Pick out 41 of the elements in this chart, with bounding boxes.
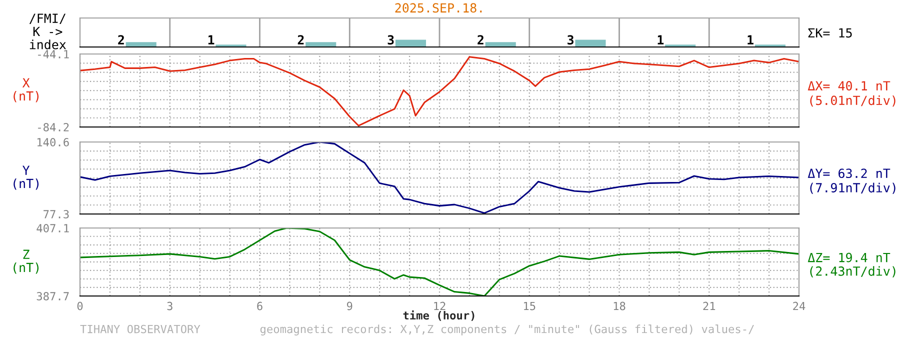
text: (7.91nT/div) xyxy=(810,182,896,194)
x-tick-label: 0 xyxy=(77,302,83,310)
y-axis-title: Z (nT) xyxy=(14,250,39,274)
x-tick-label: 15 xyxy=(524,302,536,310)
line-series xyxy=(80,56,799,126)
x-axis-title: time (hour) xyxy=(403,310,474,321)
line-series xyxy=(80,142,799,214)
text: ΣK= 15 xyxy=(808,28,852,38)
x-tick-label: 3 xyxy=(167,302,172,310)
data-label: 3 xyxy=(388,35,394,45)
y-tick-label: 77.3 xyxy=(44,210,69,218)
x-tick-label: 21 xyxy=(703,302,716,310)
text: (5.01nT/div) xyxy=(810,95,896,107)
x-tick-label: 9 xyxy=(346,302,352,310)
text: ΔX= 40.1 nT xyxy=(808,81,890,91)
chart-title: 2025.SEP.18. xyxy=(395,3,482,13)
y-tick-label: 387.7 xyxy=(36,292,69,300)
line-series xyxy=(80,228,799,296)
y-axis-title: Y (nT) xyxy=(14,166,39,190)
y-axis-title: /FMI/ K -> index xyxy=(29,14,66,50)
y-axis-title: X (nT) xyxy=(14,78,39,102)
data-label: 1 xyxy=(658,35,664,44)
text: ΔZ= 19.4 nT xyxy=(808,252,890,262)
y-tick-label: -44.1 xyxy=(38,50,69,58)
text: TIHANY OBSERVATORY xyxy=(80,324,200,334)
text: ΔY= 63.2 nT xyxy=(808,168,890,178)
data-label: 2 xyxy=(478,35,484,44)
text: (2.43nT/div) xyxy=(810,266,896,278)
x-tick-label: 12 xyxy=(434,302,446,310)
y-tick-label: 407.1 xyxy=(36,224,69,232)
y-tick-label: 140.6 xyxy=(37,138,69,146)
x-tick-label: 6 xyxy=(257,302,262,310)
data-label: 2 xyxy=(298,35,304,44)
text: geomagnetic records: X,Y,Z components / "minute" (Gauss filtered) values-/ xyxy=(260,324,754,336)
data-label: 1 xyxy=(208,35,214,44)
y-tick-label: -84.2 xyxy=(38,123,69,132)
x-tick-label: 18 xyxy=(614,302,626,310)
x-tick-label: 24 xyxy=(793,302,806,310)
data-label: 2 xyxy=(118,35,124,44)
data-label: 1 xyxy=(748,35,754,44)
data-label: 3 xyxy=(568,35,574,45)
